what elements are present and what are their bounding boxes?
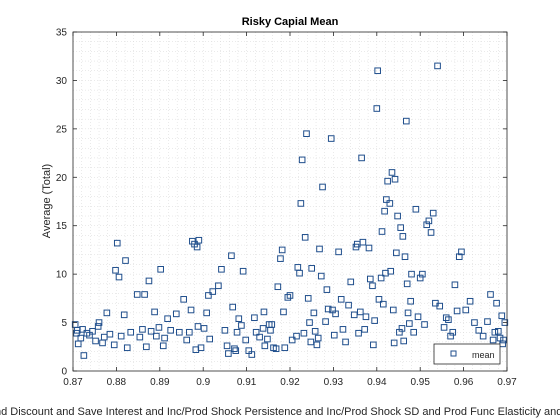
x-tick-label: 0.96	[454, 377, 474, 388]
y-tick-label: 35	[56, 28, 68, 39]
x-tick-label: 0.93	[324, 377, 344, 388]
x-tick-label: 0.88	[107, 377, 127, 388]
y-tick-label: 5	[61, 318, 67, 329]
x-tick-label: 0.89	[150, 377, 170, 388]
x-tick-label: 0.97	[497, 377, 517, 388]
x-tick-label: 0.87	[63, 377, 83, 388]
legend: mean	[434, 344, 500, 364]
y-tick-label: 20	[56, 173, 68, 184]
legend-label: mean	[472, 350, 495, 360]
y-tick-label: 0	[61, 367, 67, 378]
x-tick-label: 0.92	[280, 377, 300, 388]
x-tick-label: 0.94	[367, 377, 387, 388]
x-tick-label: 0.9	[196, 377, 210, 388]
y-tick-label: 10	[56, 270, 68, 281]
y-tick-label: 15	[56, 221, 68, 232]
y-axis-label: Average (Total)	[41, 164, 53, 238]
x-axis-label: Rand and Discount and Save Interest and …	[0, 406, 560, 418]
x-tick-label: 0.91	[237, 377, 257, 388]
y-tick-label: 25	[56, 124, 68, 135]
y-tick-label: 30	[56, 76, 68, 87]
x-tick-label: 0.95	[410, 377, 430, 388]
chart-title: Risky Capial Mean	[242, 16, 339, 28]
